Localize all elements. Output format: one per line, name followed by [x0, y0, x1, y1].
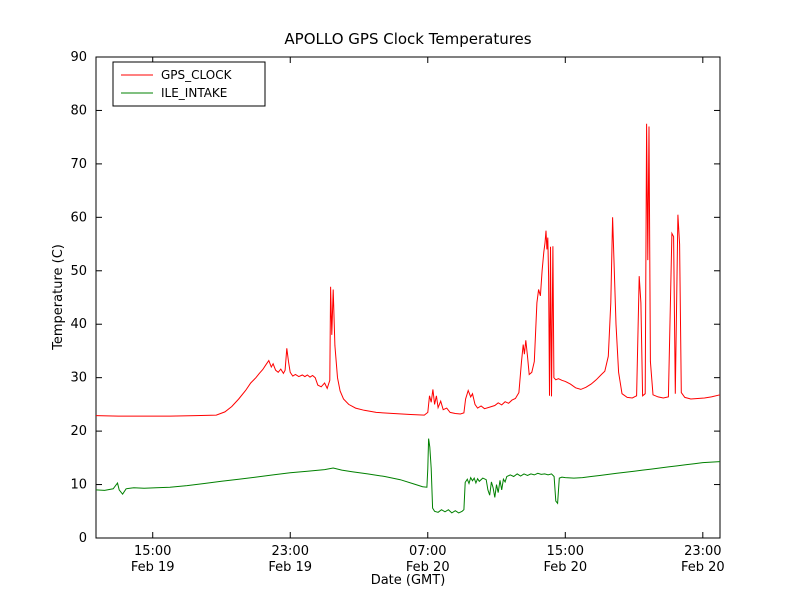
y-tick-label: 0	[79, 531, 87, 546]
x-tick-time-label: 15:00	[134, 544, 171, 559]
series-lines	[95, 123, 721, 514]
x-tick-date-label: Feb 19	[268, 560, 312, 575]
y-axis-label: Temperature (C)	[51, 244, 66, 351]
y-tick-label: 40	[70, 317, 87, 332]
x-axis-label: Date (GMT)	[371, 573, 446, 588]
x-tick-date-label: Feb 20	[406, 560, 450, 575]
x-tick-time-label: 23:00	[272, 544, 309, 559]
x-tick-time-label: 23:00	[684, 544, 721, 559]
x-tick-time-label: 15:00	[547, 544, 584, 559]
chart-title: APOLLO GPS Clock Temperatures	[284, 30, 531, 48]
legend-box	[112, 61, 266, 107]
legend-label-gps-clock: GPS_CLOCK	[161, 68, 233, 82]
axes-box	[95, 56, 721, 539]
x-tick-time-label: 07:00	[409, 544, 446, 559]
series-line-gps_clock	[95, 123, 721, 417]
x-tick-date-label: Feb 20	[543, 560, 587, 575]
y-tick-label: 20	[70, 424, 87, 439]
y-tick-label: 50	[70, 264, 87, 279]
series-line-ile_intake	[95, 438, 721, 514]
legend-label-ile-intake: ILE_INTAKE	[161, 86, 227, 100]
y-tick-label: 10	[70, 478, 87, 493]
y-tick-label: 70	[70, 157, 87, 172]
legend: GPS_CLOCK ILE_INTAKE	[112, 61, 266, 107]
y-tick-label: 80	[70, 103, 87, 118]
y-tick-label: 60	[70, 210, 87, 225]
y-tick-label: 90	[70, 50, 87, 65]
y-tick-label: 30	[70, 371, 87, 386]
x-tick-date-label: Feb 19	[131, 560, 175, 575]
x-tick-date-label: Feb 20	[681, 560, 725, 575]
